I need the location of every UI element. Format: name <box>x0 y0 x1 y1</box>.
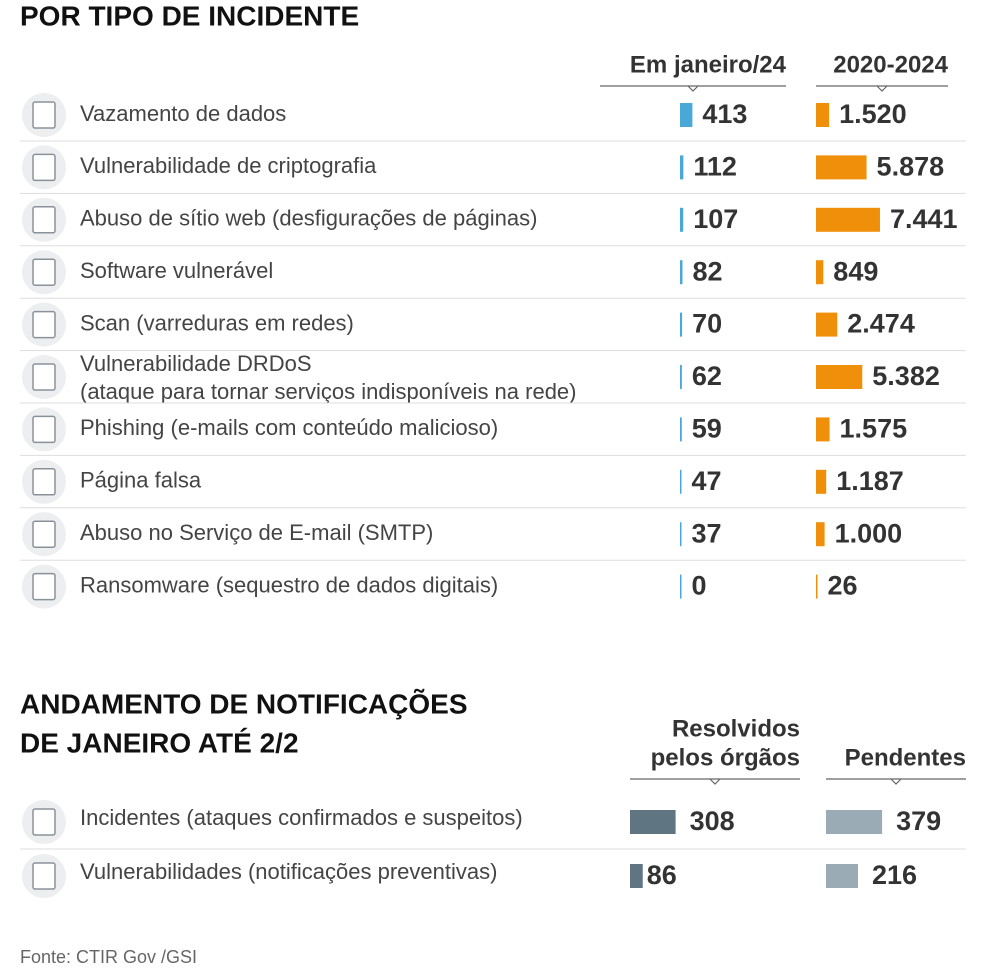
icon <box>32 862 56 890</box>
value-label: 47 <box>692 466 722 496</box>
value-label: 308 <box>690 806 735 836</box>
icon <box>32 808 56 836</box>
row-label: Vulnerabilidade de criptografia <box>80 153 377 178</box>
icon <box>32 415 56 444</box>
bar <box>816 207 880 232</box>
bar <box>816 522 825 547</box>
icon <box>32 520 56 548</box>
value-label: 1.520 <box>839 99 907 129</box>
column-header: 2020-2024 <box>833 51 948 78</box>
value-label: 1.187 <box>836 466 904 496</box>
row-label: Scan (varreduras em redes) <box>80 310 354 335</box>
value-label: 70 <box>692 309 722 339</box>
row-label: Página falsa <box>80 468 202 493</box>
value-label: 216 <box>872 860 917 890</box>
icon <box>32 468 56 496</box>
value-label: 37 <box>692 518 722 548</box>
bar <box>680 260 683 285</box>
column-header: Pendentes <box>845 744 966 771</box>
value-label: 5.382 <box>872 361 940 391</box>
bar <box>680 365 682 389</box>
icon <box>32 310 56 339</box>
value-label: 82 <box>692 256 722 286</box>
header-rule <box>600 85 786 92</box>
value-label: 379 <box>896 806 941 836</box>
row-label: Phishing (e-mails com conteúdo malicioso… <box>80 415 498 440</box>
header-rule <box>816 85 948 92</box>
value-label: 26 <box>828 571 858 601</box>
section-title: DE JANEIRO ATÉ 2/2 <box>20 727 299 758</box>
bar <box>680 312 683 337</box>
section-title: ANDAMENTO DE NOTIFICAÇÕES <box>20 688 468 719</box>
row-label: Vazamento de dados <box>80 101 286 126</box>
source: Fonte: CTIR Gov /GSI <box>20 947 197 967</box>
header-rule <box>826 778 966 785</box>
column-header: pelos órgãos <box>651 744 800 771</box>
row-label: Vulnerabilidades (notificações preventiv… <box>80 859 497 884</box>
value-label: 5.878 <box>877 152 945 182</box>
row-label: Incidentes (ataques confirmados e suspei… <box>80 805 523 830</box>
value-label: 86 <box>647 860 677 890</box>
value-label: 413 <box>702 99 747 129</box>
bar <box>816 260 824 285</box>
icon <box>32 153 56 182</box>
bar <box>680 469 682 494</box>
bar <box>816 574 818 599</box>
bar <box>816 365 863 389</box>
value-label: 112 <box>693 152 737 182</box>
row-label: Ransomware (sequestro de dados digitais) <box>80 572 498 597</box>
value-label: 7.441 <box>890 204 958 234</box>
icon <box>32 101 56 129</box>
row-label: Abuso de sítio web (desfigurações de pág… <box>80 206 537 231</box>
header-rule <box>630 778 800 785</box>
row-label: Abuso no Serviço de E-mail (SMTP) <box>80 520 433 545</box>
row-label: Vulnerabilidade DRDoS <box>80 351 312 376</box>
value-label: 59 <box>692 414 722 444</box>
value-label: 0 <box>692 571 707 601</box>
bar <box>680 207 684 232</box>
bar <box>680 522 682 547</box>
bar <box>680 103 693 127</box>
bar <box>816 103 830 127</box>
icon <box>32 363 56 391</box>
bar <box>680 155 684 180</box>
bar <box>816 155 867 180</box>
bar <box>630 864 643 888</box>
bar <box>816 312 838 337</box>
icon <box>32 258 56 286</box>
value-label: 107 <box>693 204 738 234</box>
icon <box>32 572 56 601</box>
row-sublabel: (ataque para tornar serviços indisponíve… <box>80 379 577 404</box>
value-label: 1.000 <box>835 518 903 548</box>
value-label: 849 <box>833 256 878 286</box>
value-label: 62 <box>692 361 722 391</box>
value-label: 1.575 <box>840 414 908 444</box>
bar <box>826 864 858 888</box>
bar <box>816 417 830 442</box>
bar <box>680 417 682 442</box>
column-header: Em janeiro/24 <box>630 51 787 78</box>
bar <box>630 810 676 834</box>
value-label: 2.474 <box>847 309 915 339</box>
bar <box>680 574 682 599</box>
icon <box>32 206 56 234</box>
bar <box>826 810 883 834</box>
section-title: POR TIPO DE INCIDENTE <box>20 0 359 31</box>
bar <box>816 469 827 494</box>
row-label: Software vulnerável <box>80 258 273 283</box>
column-header: Resolvidos <box>672 715 800 742</box>
